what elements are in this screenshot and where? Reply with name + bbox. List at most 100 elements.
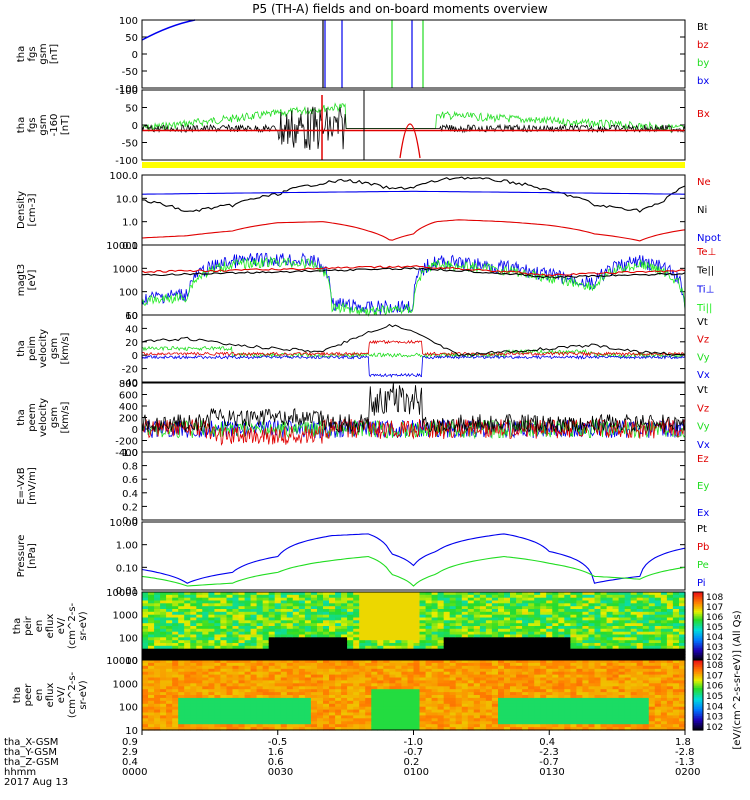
spectrogram-cell <box>498 692 505 696</box>
colorbar-step <box>693 723 703 726</box>
spectrogram-cell <box>220 645 227 650</box>
spectrogram-cell <box>317 611 324 616</box>
spectrogram-cell <box>485 724 493 728</box>
spectrogram-cell <box>244 683 252 687</box>
spectrogram-cell <box>274 697 282 702</box>
spectrogram-cell <box>154 654 161 658</box>
spectrogram-cell <box>570 611 577 616</box>
spectrogram-cell <box>516 594 523 599</box>
spectrogram-cell <box>323 689 330 693</box>
spectrogram-cell <box>654 689 662 693</box>
spectrogram-cell <box>371 721 378 725</box>
spectrogram-cell <box>214 594 221 599</box>
spectrogram-cell <box>329 617 336 621</box>
spectrogram-cell <box>582 683 589 687</box>
spectrogram-cell <box>407 712 415 716</box>
spectrogram-cell <box>606 724 614 728</box>
x-tick-value: -0.7 <box>404 747 424 758</box>
spectrogram-cell <box>504 609 511 613</box>
spectrogram-cell <box>534 617 541 621</box>
spectrogram-cell <box>570 637 577 641</box>
spectrogram-cell <box>262 677 270 681</box>
spectrogram-cell <box>329 600 336 604</box>
spectrogram-cell <box>564 724 571 728</box>
spectrogram-cell <box>172 597 179 602</box>
spectrogram-cell <box>347 631 354 636</box>
spectrogram-cell <box>298 709 306 714</box>
spectrogram-cell <box>383 660 390 664</box>
colorbar-step <box>693 639 703 642</box>
spectrogram-cell <box>660 648 668 653</box>
spectrogram-cell <box>371 677 378 681</box>
spectrogram-cell <box>166 623 173 627</box>
spectrogram-cell <box>413 683 421 687</box>
spectrogram-cell <box>142 709 149 714</box>
spectrogram-cell <box>310 600 318 604</box>
spectrogram-cell <box>178 689 185 693</box>
spectrogram-cell <box>449 645 457 650</box>
spectrogram-cell <box>660 626 668 630</box>
spectrogram-cell <box>473 680 481 684</box>
spectrogram-cell <box>570 700 577 705</box>
spectrogram-cell <box>642 665 650 670</box>
spectrogram-cell <box>564 721 571 725</box>
spectrogram-cell <box>244 668 252 673</box>
colorbar-tick-label: 108 <box>706 661 723 671</box>
spectrogram-cell <box>600 665 608 670</box>
spectrogram-cell <box>612 727 620 731</box>
spectrogram-cell <box>666 686 674 690</box>
spectrogram-cell <box>323 628 330 633</box>
spectrogram-cell <box>226 683 234 687</box>
spectrogram-cell <box>166 706 173 711</box>
spectrogram-cell <box>618 709 626 714</box>
panel-10-ylabel: tha <box>12 687 23 703</box>
colorbar-step <box>693 710 703 714</box>
spectrogram-cell <box>238 609 246 613</box>
spectrogram-cell <box>431 631 439 636</box>
panel-1-ylabel: [nT] <box>49 44 60 64</box>
spectrogram-cell <box>292 680 300 684</box>
spectrogram-cell <box>317 637 324 641</box>
spectrogram-cell <box>395 600 402 604</box>
spectrogram-cell <box>546 715 553 719</box>
spectrogram-cell <box>431 643 439 647</box>
spectrogram-cell <box>630 651 638 655</box>
spectrogram-cell <box>250 634 258 638</box>
spectrogram-cell <box>148 671 155 676</box>
spectrogram-cell <box>274 703 282 708</box>
spectrogram-cell <box>534 623 541 627</box>
spectrogram-cell <box>359 715 366 719</box>
spectrogram-cell <box>298 665 306 670</box>
spectrogram-cell <box>431 657 439 661</box>
spectrogram-cell <box>516 674 523 679</box>
spectrogram-cell <box>564 703 571 708</box>
spectrogram-cell <box>443 668 451 673</box>
spectrogram-cell <box>564 706 571 711</box>
spectrogram-cell <box>419 692 427 696</box>
spectrogram-cell <box>365 721 372 725</box>
spectrogram-cell <box>341 640 348 644</box>
spectrogram-cell <box>612 594 620 599</box>
spectrogram-cell <box>184 689 191 693</box>
spectrogram-cell <box>262 628 270 633</box>
y-tick-label: 1.0 <box>122 218 138 229</box>
spectrogram-cell <box>437 718 445 722</box>
spectrogram-cell <box>274 623 282 627</box>
spectrogram-cell <box>304 695 312 699</box>
spectrogram-cell <box>461 677 469 681</box>
spectrogram-cell <box>389 657 396 661</box>
spectrogram-cell <box>178 654 185 658</box>
spectrogram-cell <box>148 637 155 641</box>
spectrogram-cell <box>347 721 354 725</box>
spectrogram-cell <box>196 626 203 630</box>
spectrogram-cell <box>636 597 644 602</box>
spectrogram-cell <box>606 665 614 670</box>
spectrogram-cell <box>226 674 234 679</box>
spectrogram-cell <box>576 651 583 655</box>
spectrogram-cell <box>600 620 608 624</box>
spectrogram-cell <box>666 651 674 655</box>
spectrogram-cell <box>570 603 577 607</box>
spectrogram-cell <box>624 700 632 705</box>
spectrogram-cell <box>407 620 415 624</box>
spectrogram-cell <box>268 683 276 687</box>
